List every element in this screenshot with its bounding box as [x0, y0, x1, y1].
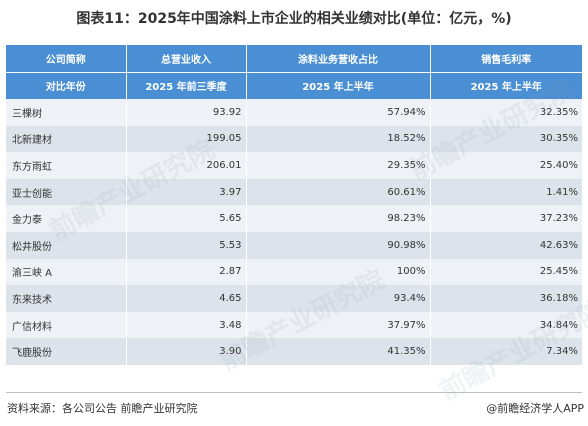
gross-margin-cell: 37.23% — [430, 205, 582, 232]
source-note: 资料来源：各公司公告 前瞻产业研究院 — [7, 402, 198, 415]
header-period-share: 2025 年上半年 — [246, 72, 431, 99]
header-row-labels: 公司简称 总营业收入 涂料业务营收占比 销售毛利率 — [6, 45, 582, 73]
gross-margin-cell: 36.18% — [430, 285, 582, 312]
header-period-label: 对比年份 — [6, 72, 127, 99]
table-row: 三棵树 93.92 57.94% 32.35% — [6, 99, 582, 126]
footer-divider — [6, 392, 582, 393]
revenue-cell: 93.92 — [126, 99, 247, 126]
coating-share-cell: 41.35% — [246, 338, 431, 365]
table-row: 东方雨虹 206.01 29.35% 25.40% — [6, 152, 582, 179]
company-cell: 东来技术 — [6, 285, 127, 312]
revenue-cell: 5.65 — [126, 205, 247, 232]
gross-margin-cell: 34.84% — [430, 311, 582, 339]
revenue-cell: 5.53 — [126, 231, 247, 259]
table-row: 渝三峡 A 2.87 100% 25.45% — [6, 258, 582, 286]
revenue-cell: 206.01 — [126, 152, 247, 179]
revenue-cell: 2.87 — [126, 258, 247, 286]
company-cell: 松井股份 — [6, 231, 127, 259]
company-cell: 东方雨虹 — [6, 152, 127, 179]
coating-share-cell: 100% — [246, 258, 431, 286]
gross-margin-cell: 1.41% — [430, 178, 582, 206]
gross-margin-cell: 25.40% — [430, 152, 582, 179]
revenue-cell: 3.90 — [126, 338, 247, 365]
brand-credit: @前瞻经济学人APP — [486, 402, 584, 415]
gross-margin-cell: 42.63% — [430, 231, 582, 259]
table-header: 公司简称 总营业收入 涂料业务营收占比 销售毛利率 对比年份 2025 年前三季… — [6, 45, 582, 99]
company-cell: 飞鹿股份 — [6, 338, 127, 365]
coating-share-cell: 18.52% — [246, 125, 431, 153]
coating-share-cell: 57.94% — [246, 99, 431, 126]
company-cell: 广信材料 — [6, 311, 127, 339]
table-row: 金力泰 5.65 98.23% 37.23% — [6, 205, 582, 232]
header-coating-share: 涂料业务营收占比 — [246, 45, 431, 73]
coating-share-cell: 93.4% — [246, 285, 431, 312]
table-row: 亚士创能 3.97 60.61% 1.41% — [6, 178, 582, 206]
header-gross-margin: 销售毛利率 — [430, 45, 582, 73]
comparison-table: 公司简称 总营业收入 涂料业务营收占比 销售毛利率 对比年份 2025 年前三季… — [6, 45, 582, 365]
revenue-cell: 3.48 — [126, 311, 247, 339]
coating-share-cell: 37.97% — [246, 311, 431, 339]
company-cell: 三棵树 — [6, 99, 127, 126]
table-row: 广信材料 3.48 37.97% 34.84% — [6, 311, 582, 339]
coating-share-cell: 90.98% — [246, 231, 431, 259]
header-revenue: 总营业收入 — [126, 45, 247, 73]
table-body: 三棵树 93.92 57.94% 32.35% 北新建材 199.05 18.52% 30.3… — [6, 99, 582, 365]
coating-share-cell: 29.35% — [246, 152, 431, 179]
company-cell: 金力泰 — [6, 205, 127, 232]
gross-margin-cell: 30.35% — [430, 125, 582, 153]
table-row: 东来技术 4.65 93.4% 36.18% — [6, 285, 582, 312]
header-row-periods: 对比年份 2025 年前三季度 2025 年上半年 2025 年上半年 — [6, 72, 582, 99]
table-row: 北新建材 199.05 18.52% 30.35% — [6, 125, 582, 153]
table-row: 松井股份 5.53 90.98% 42.63% — [6, 231, 582, 259]
header-company: 公司简称 — [6, 45, 127, 73]
revenue-cell: 3.97 — [126, 178, 247, 206]
chart-title: 图表11：2025年中国涂料上市企业的相关业绩对比(单位：亿元，%) — [76, 11, 512, 27]
gross-margin-cell: 7.34% — [430, 338, 582, 365]
coating-share-cell: 98.23% — [246, 205, 431, 232]
company-cell: 亚士创能 — [6, 178, 127, 206]
gross-margin-cell: 25.45% — [430, 258, 582, 286]
revenue-cell: 4.65 — [126, 285, 247, 312]
header-period-revenue: 2025 年前三季度 — [126, 72, 247, 99]
company-cell: 北新建材 — [6, 125, 127, 153]
revenue-cell: 199.05 — [126, 125, 247, 153]
coating-share-cell: 60.61% — [246, 178, 431, 206]
table-row: 飞鹿股份 3.90 41.35% 7.34% — [6, 338, 582, 365]
company-cell: 渝三峡 A — [6, 258, 127, 286]
gross-margin-cell: 32.35% — [430, 99, 582, 126]
header-period-margin: 2025 年上半年 — [430, 72, 582, 99]
